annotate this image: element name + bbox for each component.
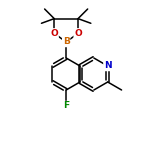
Text: O: O [74,29,82,38]
Text: O: O [50,29,58,38]
Text: N: N [104,62,112,71]
Text: F: F [63,102,69,111]
Text: B: B [63,38,70,47]
